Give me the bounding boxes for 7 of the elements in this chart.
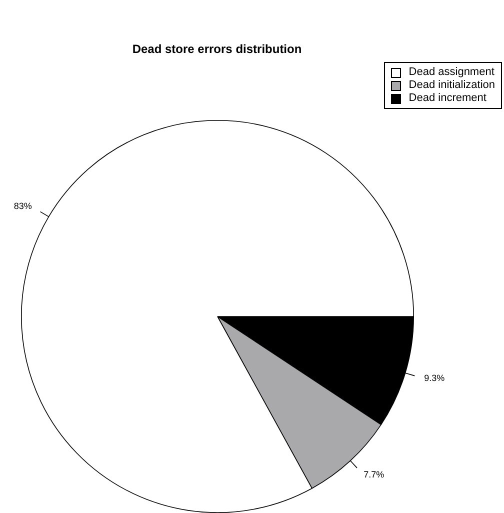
- legend-label: Dead initialization: [408, 79, 495, 92]
- data-label: 7.7%: [364, 470, 384, 480]
- legend-label: Dead increment: [408, 92, 486, 105]
- data-label: 83%: [14, 201, 32, 212]
- chart-title: Dead store errors distribution: [131, 42, 303, 56]
- legend-label: Dead assignment: [408, 66, 494, 79]
- data-label: 9.3%: [424, 373, 445, 384]
